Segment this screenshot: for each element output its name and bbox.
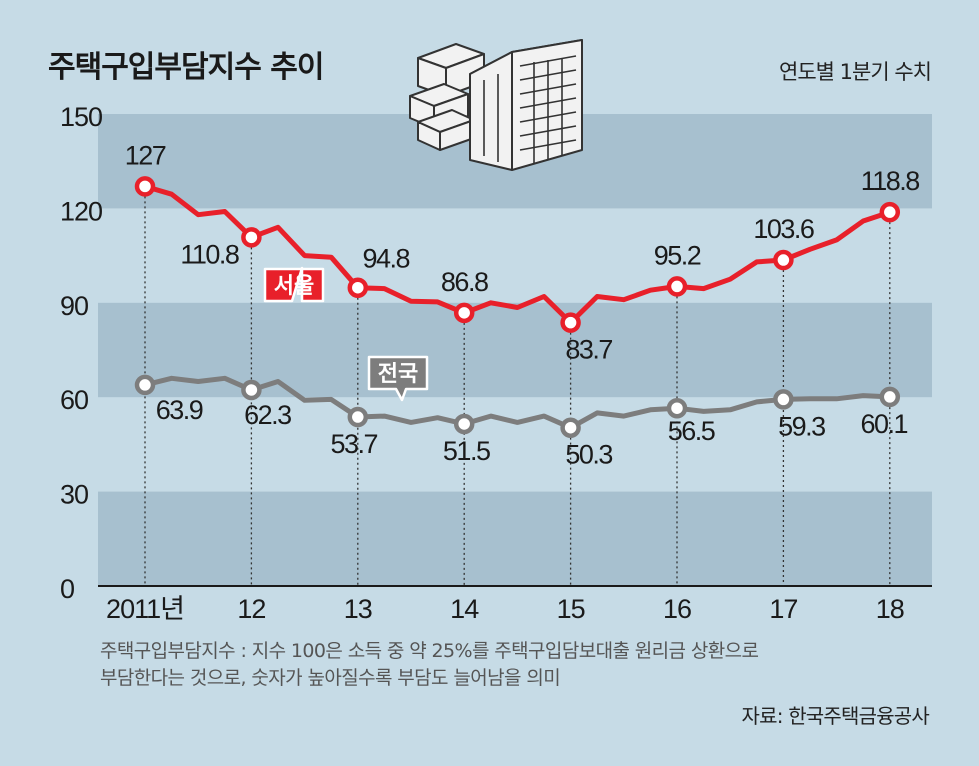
grid-bands (98, 114, 932, 586)
y-tick-label: 120 (60, 196, 102, 226)
data-label: 51.5 (443, 436, 490, 466)
data-label: 63.9 (156, 395, 203, 425)
data-point (347, 277, 369, 298)
grid-band (98, 491, 932, 586)
data-point (134, 176, 156, 197)
data-point (666, 397, 688, 419)
chart-source: 자료: 한국주택금융공사 (741, 704, 930, 728)
national-callout-box (367, 355, 429, 402)
data-label: 118.8 (861, 166, 920, 196)
data-labels: 127 110.8 94.8 86.8 83.7 95.2 103.6 118.8 63.9 62… (125, 140, 921, 470)
chart-title: 주택구입부담지수 추이 (48, 50, 324, 85)
y-tick-label: 150 (60, 102, 102, 132)
national-callout-label: 전국 (378, 362, 418, 387)
data-point (347, 406, 369, 428)
data-label: 110.8 (180, 239, 239, 269)
y-tick-label: 30 (60, 480, 88, 510)
data-label: 56.5 (668, 416, 715, 446)
series-line-seoul (142, 183, 893, 326)
seoul-callout-box (263, 266, 325, 303)
x-tick-label: 17 (769, 594, 797, 624)
x-tick-label: 2011년 (106, 594, 184, 624)
data-label: 103.6 (753, 214, 814, 244)
data-label: 86.8 (441, 267, 488, 297)
axes: 0 30 60 90 120 150 2011년 12 13 14 15 16 17 18 (60, 102, 932, 624)
seoul-callout-label: 서울 (274, 274, 314, 299)
x-tick-label: 12 (237, 594, 265, 624)
x-tick-label: 16 (663, 594, 691, 624)
note-line-2: 부담한다는 것으로, 숫자가 높아질수록 부담도 늘어남을 의미 (100, 667, 561, 689)
data-point (241, 227, 262, 248)
data-label: 59.3 (778, 411, 825, 441)
data-point (134, 374, 156, 396)
note-line-1: 주택구입부담지수 : 지수 100은 소득 중 약 25%를 주택구입담보대출 … (100, 640, 759, 662)
series-lines (134, 176, 901, 438)
data-point (879, 386, 901, 408)
data-point (666, 276, 688, 297)
x-tick-label: 14 (450, 594, 479, 624)
y-tick-label: 0 (60, 574, 74, 604)
x-tick-label: 18 (876, 594, 904, 624)
data-label: 94.8 (363, 244, 410, 274)
data-point (773, 249, 794, 271)
data-label: 50.3 (565, 440, 612, 470)
y-tick-label: 60 (60, 385, 88, 415)
data-point (773, 389, 794, 410)
series-line-national (142, 375, 893, 431)
data-label: 53.7 (331, 429, 378, 459)
data-label: 62.3 (244, 400, 291, 430)
data-point (879, 201, 901, 223)
x-tick-label: 13 (344, 594, 372, 624)
data-label: 127 (125, 140, 166, 170)
data-label: 95.2 (654, 240, 701, 270)
x-tick-label: 15 (557, 594, 585, 624)
data-point (560, 417, 581, 438)
grid-band (98, 302, 932, 398)
chart-note: 주택구입부담지수 : 지수 100은 소득 중 약 25%를 주택구입담보대출 … (100, 638, 930, 692)
data-point (453, 413, 475, 435)
apartment-building-illustration (409, 39, 583, 171)
data-label: 83.7 (565, 335, 612, 365)
chart-subtitle: 연도별 1분기 수치 (779, 60, 932, 84)
data-point (560, 312, 581, 333)
data-point (453, 302, 475, 324)
y-tick-label: 90 (60, 291, 88, 321)
data-label: 60.1 (861, 409, 908, 439)
data-point (241, 379, 262, 401)
